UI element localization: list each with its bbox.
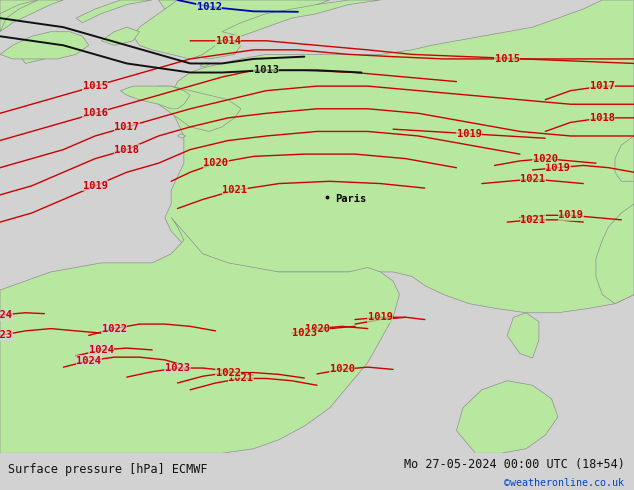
Text: 1024: 1024 xyxy=(76,356,101,366)
Polygon shape xyxy=(184,41,241,59)
Polygon shape xyxy=(0,32,89,59)
Text: 1019: 1019 xyxy=(82,181,108,191)
Polygon shape xyxy=(456,381,558,453)
Text: 1012: 1012 xyxy=(197,2,222,12)
Polygon shape xyxy=(0,0,38,32)
Polygon shape xyxy=(507,313,539,358)
Polygon shape xyxy=(76,0,152,23)
Text: Paris: Paris xyxy=(335,195,366,204)
Polygon shape xyxy=(158,0,203,14)
Text: 1021: 1021 xyxy=(520,174,545,184)
Polygon shape xyxy=(596,204,634,304)
Text: 1021: 1021 xyxy=(520,215,545,225)
Text: 1021: 1021 xyxy=(222,185,247,196)
Text: 1023: 1023 xyxy=(292,328,317,338)
Polygon shape xyxy=(0,0,63,32)
Polygon shape xyxy=(165,0,634,313)
Text: 1024: 1024 xyxy=(89,345,114,355)
Text: Mo 27-05-2024 00:00 UTC (18+54): Mo 27-05-2024 00:00 UTC (18+54) xyxy=(404,458,624,471)
Text: 1020: 1020 xyxy=(203,158,228,168)
Text: 1019: 1019 xyxy=(545,163,571,172)
Text: 1019: 1019 xyxy=(456,129,482,139)
Text: 1015: 1015 xyxy=(495,54,520,64)
Text: 1019: 1019 xyxy=(368,312,393,322)
Polygon shape xyxy=(101,27,139,46)
Polygon shape xyxy=(133,0,330,59)
Text: 1020: 1020 xyxy=(304,323,330,334)
Polygon shape xyxy=(0,218,399,453)
Text: 1020: 1020 xyxy=(533,154,558,164)
Text: 1013: 1013 xyxy=(254,65,279,75)
Text: 1022: 1022 xyxy=(101,323,127,334)
Text: 1024: 1024 xyxy=(0,310,13,320)
Text: 1015: 1015 xyxy=(82,81,108,91)
Text: 1017: 1017 xyxy=(590,81,615,91)
Text: 1018: 1018 xyxy=(590,113,615,123)
Text: 1017: 1017 xyxy=(114,122,139,132)
Polygon shape xyxy=(19,32,70,64)
Polygon shape xyxy=(200,63,209,67)
Text: 1021: 1021 xyxy=(228,373,254,384)
Text: 1014: 1014 xyxy=(216,36,241,46)
Polygon shape xyxy=(222,0,380,36)
Text: 1019: 1019 xyxy=(558,210,583,221)
Text: 1022: 1022 xyxy=(216,368,241,378)
Text: 1020: 1020 xyxy=(330,365,355,374)
Text: 1018: 1018 xyxy=(114,145,139,154)
Polygon shape xyxy=(178,134,186,138)
Text: 1023: 1023 xyxy=(0,330,13,341)
Text: ©weatheronline.co.uk: ©weatheronline.co.uk xyxy=(505,478,624,489)
Text: 1016: 1016 xyxy=(82,108,108,118)
Text: 1023: 1023 xyxy=(165,363,190,373)
Polygon shape xyxy=(615,136,634,181)
Text: Surface pressure [hPa] ECMWF: Surface pressure [hPa] ECMWF xyxy=(8,463,207,476)
Polygon shape xyxy=(120,86,190,109)
Polygon shape xyxy=(146,86,241,131)
